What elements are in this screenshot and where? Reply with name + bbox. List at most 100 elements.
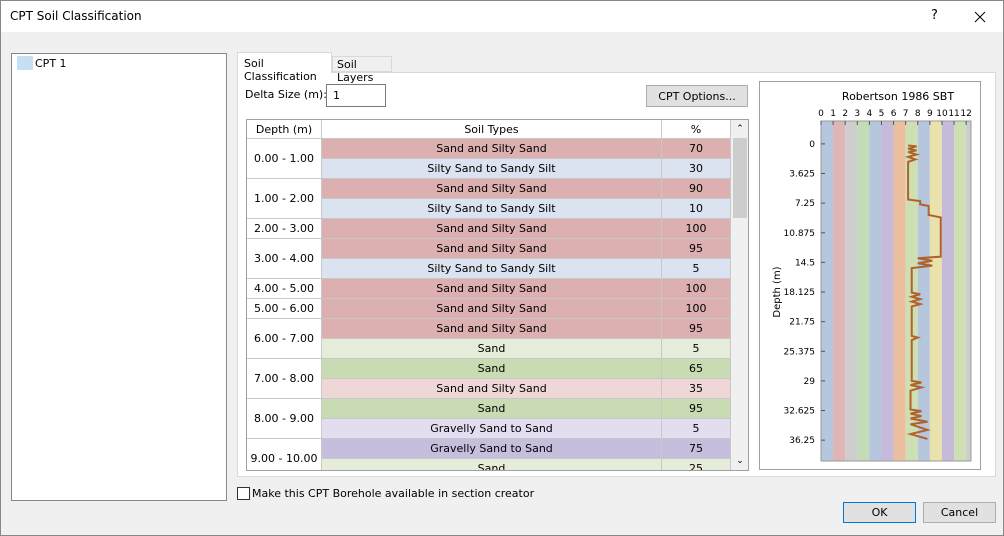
sbt-zone [869, 121, 882, 461]
depth-cell: 3.00 - 4.00 [247, 239, 322, 279]
sbt-zone [881, 121, 894, 461]
soil-cell: Sand and Silty Sand [322, 299, 662, 319]
scroll-down: ⌄ [736, 456, 744, 466]
percent-cell: 35 [662, 379, 731, 399]
help-button[interactable]: ? [931, 8, 938, 23]
depth-cell: 1.00 - 2.00 [247, 179, 322, 219]
percent-cell: 25 [662, 459, 731, 470]
x-tick-label: 1 [830, 109, 836, 119]
depth-cell: 8.00 - 9.00 [247, 399, 322, 439]
delta-label: Delta Size (m): [245, 88, 327, 101]
soil-cell: Sand and Silty Sand [322, 219, 662, 239]
scroll-up: ⌃ [736, 124, 744, 134]
y-tick-label: 3.625 [789, 170, 815, 180]
y-tick-label: 18.125 [784, 288, 816, 298]
soil-cell: Sand and Silty Sand [322, 139, 662, 159]
percent-cell: 95 [662, 319, 731, 339]
percent-cell: 100 [662, 219, 731, 239]
soil-cell: Sand and Silty Sand [322, 279, 662, 299]
percent-cell: 65 [662, 359, 731, 379]
soil-cell: Silty Sand to Sandy Silt [322, 259, 662, 279]
ok-button[interactable]: OK [843, 502, 916, 523]
sbt-zone [893, 121, 906, 461]
percent-cell: 70 [662, 139, 731, 159]
cancel-button[interactable]: Cancel [923, 502, 996, 523]
x-tick-label: 9 [927, 109, 933, 119]
x-tick-label: 3 [854, 109, 860, 119]
chart-title: Robertson 1986 SBT [842, 90, 954, 103]
y-tick-label: 21.75 [789, 318, 815, 328]
y-axis-label: Depth (m) [772, 266, 783, 317]
soil-cell: Sand and Silty Sand [322, 179, 662, 199]
soil-cell: Sand and Silty Sand [322, 379, 662, 399]
table: Depth (m) Soil Types% 0.00 - 1.00 Sand and … [246, 119, 749, 471]
x-tick-label: 0 [818, 109, 824, 119]
column-header: Soil Types [322, 120, 662, 139]
sbt-zone [821, 121, 834, 461]
percent-cell: 100 [662, 279, 731, 299]
percent-cell: 100 [662, 299, 731, 319]
soil-cell: Sand [322, 339, 662, 359]
scroll-thumb [733, 138, 747, 218]
tab[interactable]: Soil Classification [237, 52, 332, 83]
tab[interactable]: Soil Layers [332, 56, 392, 84]
title-bar [1, 1, 1003, 32]
plot-frame [820, 120, 972, 462]
percent-cell: 5 [662, 419, 731, 439]
soil-cell: Silty Sand to Sandy Silt [322, 159, 662, 179]
y-tick-label: 0 [809, 140, 815, 150]
soil-cell: Sand [322, 359, 662, 379]
soil-cell: Gravelly Sand to Sand [322, 419, 662, 439]
depth-cell: 0.00 - 1.00 [247, 139, 322, 179]
soil-cell: Sand [322, 459, 662, 470]
options-button[interactable]: CPT Options... [646, 85, 748, 107]
x-tick-label: 7 [903, 109, 909, 119]
checkbox-label[interactable]: Make this CPT Borehole available in sect… [252, 487, 535, 500]
depth-cell: 7.00 - 8.00 [247, 359, 322, 399]
scrollbar: ⌃ ⌄ [731, 120, 748, 470]
sbt-zone [845, 121, 858, 461]
depth-cell: 9.00 - 10.00 [247, 439, 322, 470]
soil-cell: Silty Sand to Sandy Silt [322, 199, 662, 219]
column-header: % [662, 120, 731, 139]
close-button[interactable] [973, 10, 987, 24]
sbt-zone [857, 121, 870, 461]
tree-item[interactable]: CPT 1 [35, 57, 67, 70]
y-tick-label: 32.625 [784, 407, 816, 417]
y-tick-label: 29 [804, 377, 816, 387]
sbt-zone [941, 121, 955, 461]
depth-cell: 4.00 - 5.00 [247, 279, 322, 299]
percent-cell: 75 [662, 439, 731, 459]
percent-cell: 95 [662, 399, 731, 419]
x-tick-label: 5 [879, 109, 885, 119]
depth-cell: 2.00 - 3.00 [247, 219, 322, 239]
soil-cell: Sand and Silty Sand [322, 239, 662, 259]
x-tick-label: 4 [867, 109, 873, 119]
checkbox[interactable] [237, 487, 250, 500]
sbt-line [904, 144, 942, 440]
percent-cell: 95 [662, 239, 731, 259]
percent-cell: 5 [662, 259, 731, 279]
x-tick-label: 12 [960, 109, 971, 119]
x-tick-label: 8 [915, 109, 921, 119]
y-tick-label: 7.25 [795, 199, 815, 209]
soil-cell: Gravelly Sand to Sand [322, 439, 662, 459]
y-tick-label: 25.375 [784, 347, 816, 357]
percent-cell: 10 [662, 199, 731, 219]
soil-cell: Sand [322, 399, 662, 419]
percent-cell: 90 [662, 179, 731, 199]
depth-cell: 5.00 - 6.00 [247, 299, 322, 319]
sbt-zone [929, 121, 942, 461]
window-title: CPT Soil Classification [10, 9, 142, 23]
depth-cell: 6.00 - 7.00 [247, 319, 322, 359]
soil-cell: Sand and Silty Sand [322, 319, 662, 339]
y-tick-label: 36.25 [789, 436, 815, 446]
percent-cell: 30 [662, 159, 731, 179]
column-header: Depth (m) [247, 120, 322, 139]
delta-input[interactable]: 1 [326, 84, 386, 107]
x-tick-label: 11 [948, 109, 959, 119]
x-tick-label: 10 [936, 109, 948, 119]
sbt-zone [954, 121, 967, 461]
